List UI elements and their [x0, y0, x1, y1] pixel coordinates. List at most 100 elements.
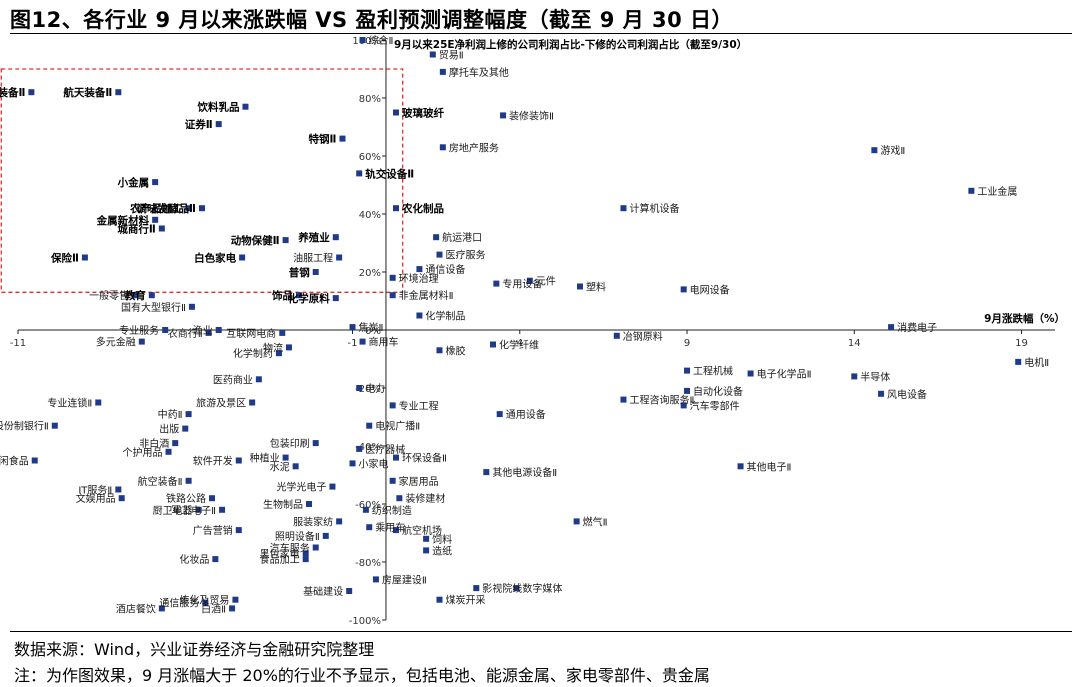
data-point	[613, 332, 620, 339]
data-point	[158, 225, 165, 232]
data-point-label: 电力	[365, 382, 385, 395]
data-point	[219, 506, 226, 513]
data-point-label: 自动化设备	[693, 385, 743, 398]
footer-rule	[10, 631, 1072, 632]
y-tick-label: -80%	[355, 558, 381, 569]
data-point	[312, 544, 319, 551]
data-point-label: 酒店餐饮	[116, 602, 156, 615]
data-point	[152, 179, 159, 186]
data-point-label: 家居用品	[399, 475, 439, 488]
footnote: 注：为作图效果，9 月涨幅大于 20%的行业不予显示，包括电池、能源金属、家电零…	[14, 666, 710, 685]
data-point	[322, 532, 329, 539]
data-point-label: 多元金融	[96, 336, 136, 349]
data-point-label: 白酒Ⅱ	[201, 602, 226, 615]
data-point	[888, 324, 895, 331]
data-point	[115, 486, 122, 493]
data-point	[205, 329, 212, 336]
scatter-chart: -11 -1 4 9 14 19 100% 80% 60% 40% 20% 0% -20% -40% -60…	[0, 34, 1065, 627]
data-point-label: 冶钢原料	[623, 330, 663, 343]
data-point-label: 航空机场	[402, 524, 442, 537]
data-point	[356, 385, 363, 391]
figure-title: 图12、各行业 9 月以来涨跌幅 VS 盈利预测调整幅度（截至 9 月 30 日…	[10, 8, 734, 32]
data-point-label: 数字媒体	[522, 582, 562, 595]
data-point-label: 航海装备Ⅱ	[0, 86, 25, 99]
data-point	[185, 205, 192, 212]
data-point-label: 非白酒	[139, 437, 169, 450]
data-point	[148, 292, 155, 299]
data-point-label: 其他电子Ⅱ	[747, 460, 792, 473]
y-tick-label: 100%	[352, 36, 381, 47]
data-point	[182, 425, 189, 432]
data-point-label: 非金属材料Ⅱ	[399, 289, 454, 302]
data-point-label: 环境治理	[399, 272, 439, 285]
data-point	[439, 144, 446, 151]
data-point	[132, 292, 139, 299]
data-point	[356, 445, 363, 452]
y-tick-label: 0%	[365, 326, 381, 337]
data-point	[436, 596, 443, 603]
data-point	[172, 440, 179, 447]
data-point-label: 白色家电	[194, 252, 236, 265]
data-point-label: 基础建设	[303, 585, 343, 598]
highlight-box	[0, 68, 404, 293]
data-point	[389, 274, 396, 281]
data-point-label: 光学光电子	[276, 481, 326, 494]
data-point-label: 保险Ⅱ	[50, 252, 79, 265]
data-point-label: 玻璃玻纤	[402, 107, 444, 120]
data-point	[81, 254, 88, 261]
data-point	[95, 399, 102, 406]
data-point-label: 股份制银行Ⅱ	[0, 420, 49, 433]
data-point-label: 铁路公路	[166, 492, 206, 505]
data-point	[393, 205, 400, 212]
data-point	[968, 187, 975, 194]
data-point-label: 综合Ⅱ	[369, 34, 394, 47]
y-tick-label: 60%	[359, 152, 381, 163]
data-point	[389, 292, 396, 299]
data-point-label: 厨卫电器	[153, 504, 193, 517]
data-point-label: 航天装备Ⅱ	[63, 86, 112, 99]
data-point-label: 工程咨询服务Ⅱ	[629, 394, 694, 407]
data-point	[336, 518, 343, 525]
data-point-label: 电视广播Ⅱ	[375, 420, 420, 433]
data-point-label: 房地产服务	[449, 141, 499, 154]
data-point	[336, 254, 343, 261]
data-point-label: 饰品	[272, 289, 293, 302]
x-tick-label: 14	[848, 338, 861, 349]
data-point	[871, 147, 878, 154]
data-point	[235, 457, 242, 464]
data-point-label: 教育	[124, 289, 146, 302]
data-point-label: 其他电源设备Ⅱ	[492, 466, 557, 479]
data-point-label: 城商行Ⅱ	[117, 223, 155, 236]
data-point-label: 煤炭开采	[445, 594, 485, 607]
data-point-label: 文娱用品	[76, 492, 116, 505]
data-point-label: 化学制药	[233, 347, 273, 360]
y-tick-label: -40%	[355, 442, 381, 453]
data-point	[389, 402, 396, 409]
data-point-label: 房屋建设Ⅱ	[382, 573, 427, 586]
data-point	[285, 344, 292, 351]
data-point	[359, 338, 366, 345]
data-point	[620, 396, 627, 403]
data-point	[684, 387, 691, 394]
data-point	[329, 483, 336, 490]
data-point-label: 包装印刷	[270, 437, 310, 450]
data-point-label: 化妆品	[179, 553, 209, 566]
data-point-label: 装修建材	[405, 492, 445, 505]
data-point	[416, 266, 423, 273]
data-point	[295, 292, 302, 299]
data-point	[239, 254, 246, 261]
data-point-label: 化学纤维	[499, 339, 539, 352]
data-point	[332, 234, 339, 241]
data-point-label: 医疗服务	[445, 249, 485, 262]
data-point-label: 纺织制造	[372, 504, 412, 517]
source-note: 数据来源：Wind，兴业证券经济与金融研究院整理	[14, 640, 375, 659]
data-point-label: 黑色家电	[260, 547, 300, 560]
data-point	[51, 422, 58, 429]
data-point	[202, 599, 209, 606]
data-point	[118, 495, 125, 502]
title-rule	[10, 33, 1072, 34]
data-point	[306, 501, 313, 507]
data-point	[282, 454, 289, 461]
data-point	[483, 469, 490, 476]
data-point-label: 影视院线	[482, 582, 522, 595]
